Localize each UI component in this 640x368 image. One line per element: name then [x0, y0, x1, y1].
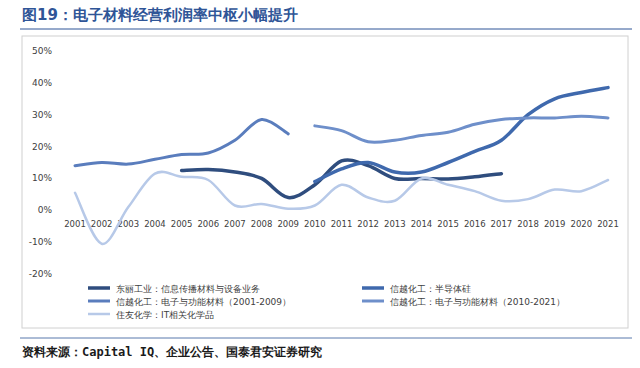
x-tick-label: 2001: [64, 219, 86, 229]
x-tick-label: 2008: [251, 219, 273, 229]
x-tick-label: 2016: [464, 219, 486, 229]
x-tick-label: 2002: [91, 219, 113, 229]
title: 图19：电子材料经营利润率中枢小幅提升: [22, 6, 298, 24]
legend-label: 信越化工：半导体硅: [390, 284, 471, 294]
series-line: [75, 119, 288, 165]
x-tick-label: 2009: [277, 219, 299, 229]
legend-swatch: [88, 286, 110, 290]
frame: [22, 36, 628, 328]
series-line: [75, 172, 608, 244]
series-line: [182, 160, 502, 198]
legend-label: 住友化学：IT相关化学品: [116, 310, 214, 320]
x-tick-label: 2007: [224, 219, 246, 229]
legend-swatch: [88, 313, 110, 316]
chart: 图19：电子材料经营利润率中枢小幅提升 -20% -10% 0% 10% 20% 30% 40…: [0, 0, 640, 368]
x-tick-label: 2020: [571, 219, 593, 229]
y-tick-label: -20%: [29, 269, 53, 279]
legend-swatch: [362, 300, 384, 303]
x-tick-label: 2021: [597, 219, 619, 229]
legend-label: 信越化工：电子与功能材料（2010-2021）: [390, 297, 565, 307]
series-line: [315, 116, 608, 142]
source-rule: [20, 338, 632, 339]
x-tick-label: 2019: [544, 219, 566, 229]
y-tick-label: 50%: [32, 46, 52, 56]
y-tick: [62, 210, 65, 211]
x-tick-label: 2006: [197, 219, 219, 229]
legend-label: 东丽工业：信息传播材料与设备业务: [116, 284, 260, 294]
title-rule: [20, 29, 632, 30]
y-tick-label: 10%: [32, 173, 52, 183]
x-tick-label: 2013: [384, 219, 406, 229]
x-tick-label: 2010: [304, 219, 326, 229]
y-tick-label: 40%: [32, 78, 52, 88]
y-tick-label: 30%: [32, 110, 52, 120]
y-tick: [62, 146, 65, 147]
y-tick-label: 0%: [38, 205, 53, 215]
x-tick-label: 2004: [144, 219, 166, 229]
y-tick: [62, 178, 65, 179]
legend-swatch: [88, 300, 110, 303]
x-tick-label: 2012: [357, 219, 379, 229]
legend-label: 信越化工：电子与功能材料（2001-2009）: [116, 297, 291, 307]
x-tick-label: 2015: [437, 219, 459, 229]
y-tick-label: -10%: [29, 237, 53, 247]
x-tick-label: 2017: [491, 219, 513, 229]
y-tick: [62, 274, 65, 275]
y-tick: [62, 82, 65, 83]
series-line: [315, 88, 608, 182]
legend-swatch: [362, 286, 384, 290]
source: 资料来源：Capital IQ、企业公告、国泰君安证券研究: [22, 345, 322, 359]
x-tick-label: 2018: [517, 219, 539, 229]
y-tick-label: 20%: [32, 142, 52, 152]
x-tick-label: 2011: [331, 219, 353, 229]
y-tick: [62, 114, 65, 115]
plot-area: [75, 88, 608, 244]
x-tick-label: 2014: [411, 219, 433, 229]
y-tick: [62, 51, 65, 52]
x-tick-label: 2005: [171, 219, 193, 229]
y-tick: [62, 242, 65, 243]
